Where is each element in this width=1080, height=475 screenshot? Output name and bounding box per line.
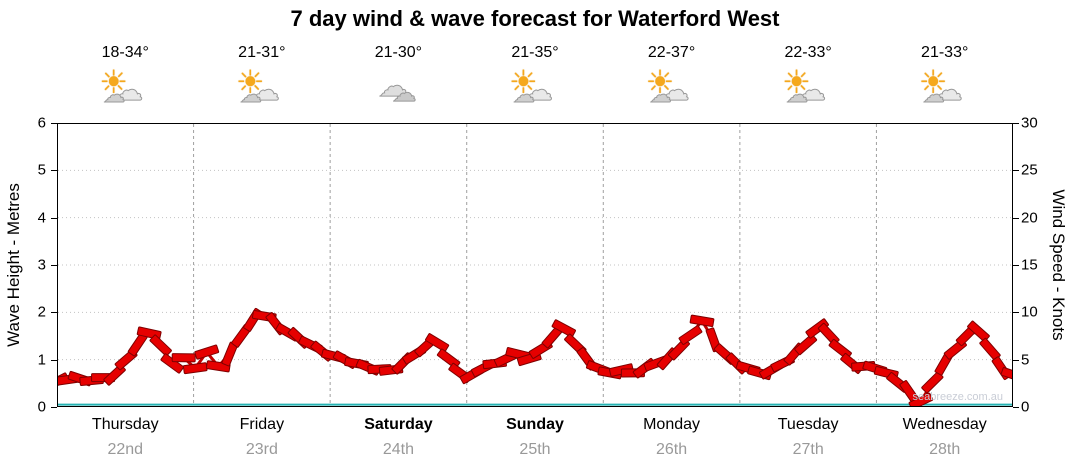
left-axis-tick-label: 3 [37,256,46,274]
left-axis-tick-label: 6 [37,114,46,132]
right-axis-tick-label: 25 [1021,161,1038,179]
day-date-label: 23rd [245,441,278,458]
right-axis-tick [1013,218,1019,219]
right-axis-tick-label: 10 [1021,303,1038,321]
temp-range-label: 21-33° [921,44,969,61]
left-axis-tick-label: 0 [37,398,46,416]
left-axis-tick [51,218,57,219]
right-axis-tick-label: 20 [1021,209,1038,227]
weather-icon: ☀ ☁ ☁ [234,66,290,114]
cloud-icon: ☁ [378,70,409,103]
weather-icon: ☀ ☁ ☁ [917,66,973,114]
right-axis-tick [1013,312,1019,313]
cloud-icon: ☁ [659,74,690,107]
sun-icon: ☀ [99,64,128,100]
day-name-label: Wednesday [902,416,987,433]
plot-area: seabreeze.com.au [57,123,1013,407]
plot-border [57,123,1013,407]
cloud-icon: ☁ [103,82,126,107]
right-axis-tick [1013,170,1019,171]
right-axis-tick-label: 0 [1021,398,1030,416]
cloud-icon: ☁ [649,82,672,107]
day-date-label: 24th [382,441,414,458]
left-axis-tick [51,360,57,361]
cloud-icon: ☁ [796,74,827,107]
day-name-label: Monday [643,416,701,433]
temp-range-label: 21-31° [238,44,286,61]
left-axis-tick [51,407,57,408]
cloud-icon: ☁ [932,74,963,107]
day-date-label: 27th [792,441,824,458]
weather-icon: ☀ ☁ ☁ [97,66,153,114]
cloud-icon: ☁ [513,82,536,107]
day-date-label: 26th [655,441,688,458]
day-name-label: Tuesday [777,416,839,433]
sun-icon: ☀ [509,64,538,100]
cloud-icon: ☁ [249,74,280,107]
cloud-icon: ☁ [239,82,262,107]
left-axis-tick [51,123,57,124]
cloud-icon: ☁ [392,80,417,107]
weather-icon: ☀ ☁ ☁ [507,66,563,114]
left-axis-tick-label: 1 [37,351,46,369]
watermark: seabreeze.com.au [912,391,1004,403]
right-axis-tick-label: 30 [1021,114,1038,132]
cloud-icon: ☁ [786,82,809,107]
temp-range-label: 21-35° [511,44,559,61]
day-name-label: Saturday [364,416,433,433]
left-axis-tick [51,170,57,171]
wind-speed-series [57,307,1013,407]
plot-canvas [57,123,1013,407]
sun-icon: ☀ [782,64,811,100]
sun-icon: ☀ [645,64,675,100]
cloud-icon: ☁ [113,74,144,107]
left-axis-tick-label: 2 [37,303,46,321]
left-axis-tick [51,312,57,313]
sun-icon: ☀ [235,64,265,100]
day-name-label: Sunday [506,416,564,433]
left-axis-tick-label: 5 [37,161,46,179]
temp-range-label: 18-34° [101,44,149,61]
day-name-label: Thursday [91,416,159,433]
right-axis-tick [1013,407,1019,408]
temp-range-label: 22-37° [647,44,696,61]
right-axis-tick-label: 15 [1021,256,1038,274]
right-axis-tick [1013,265,1019,266]
left-axis-tick-label: 4 [37,209,46,227]
right-axis-label: Wind Speed - Knots [1049,189,1068,341]
right-axis-tick-label: 5 [1021,351,1030,369]
right-axis-tick [1013,123,1019,124]
cloud-icon: ☁ [922,82,945,107]
day-date-label: 28th [929,441,961,458]
right-axis-tick [1013,360,1019,361]
chart-title: 7 day wind & wave forecast for Waterford… [290,6,780,31]
sun-icon: ☀ [918,64,948,100]
weather-icon: ☁ ☁ [370,66,426,114]
cloud-icon: ☁ [523,74,554,107]
day-date-label: 22nd [107,441,144,458]
temp-range-label: 22-33° [784,44,832,61]
day-name-label: Friday [239,416,285,433]
left-axis-label: Wave Height - Metres [4,183,23,347]
temp-range-label: 21-30° [374,44,423,61]
day-date-label: 25th [519,441,551,458]
weather-icon: ☀ ☁ ☁ [780,66,836,114]
weather-icon: ☀ ☁ ☁ [644,66,700,114]
left-axis-tick [51,265,57,266]
